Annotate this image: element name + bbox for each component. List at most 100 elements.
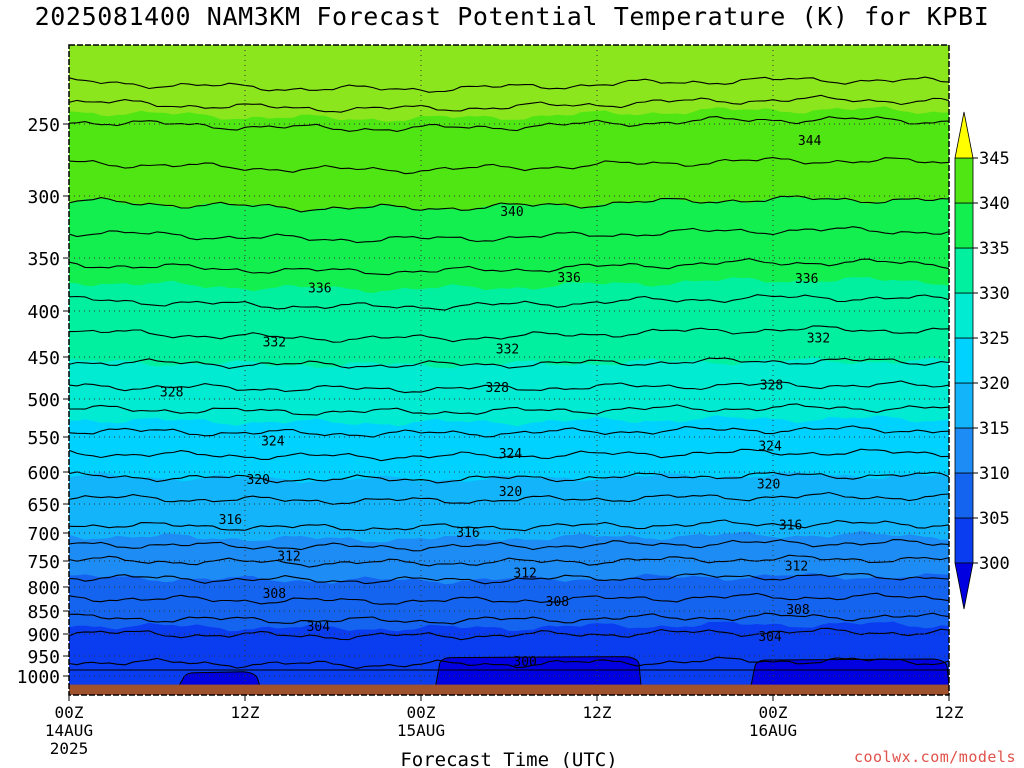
contour-label: 324: [261, 435, 285, 450]
y-tick-label: 950: [27, 647, 60, 668]
x-tick-label: 2025: [50, 739, 89, 758]
isotherm-314: [69, 539, 949, 552]
contour-label: 328: [160, 385, 183, 400]
y-tick-label: 600: [27, 463, 60, 484]
contour-label: 312: [513, 566, 536, 581]
contour-label: 336: [557, 271, 580, 286]
colorbar-segment-310-315: [954, 427, 974, 474]
colorbar-label: 330: [979, 284, 1010, 304]
contour-label: 336: [795, 272, 818, 287]
contour-label: 320: [246, 473, 269, 488]
isotherm-310: [69, 572, 949, 585]
isotherm-334: [69, 294, 949, 311]
colorbar-label: 315: [979, 419, 1010, 439]
isotherm-328: [69, 380, 949, 394]
colorbar-segment-320-325: [954, 337, 974, 384]
colorbar-label: 340: [979, 194, 1010, 214]
contour-label: 304: [758, 630, 782, 645]
isotherm-318: [69, 491, 949, 505]
contour-label: 320: [499, 485, 522, 500]
x-tick-label: 15AUG: [397, 721, 445, 740]
ground-bar: [69, 684, 949, 695]
colorbar-segment-325-330: [954, 292, 974, 339]
colorbar-segment-305-310: [954, 472, 974, 519]
x-tick-label: 16AUG: [749, 721, 797, 740]
isotherm-340: [69, 195, 949, 213]
y-tick-label: 350: [27, 249, 60, 270]
isotherm-346: [69, 94, 949, 113]
credit-link[interactable]: coolwx.com/models: [853, 748, 1016, 766]
colorbar-segment-335-340: [954, 202, 974, 249]
x-tick-label: 00Z: [55, 703, 84, 722]
contour-label: 316: [456, 526, 479, 541]
colorbar-segment-315-320: [954, 382, 974, 429]
colorbar-segment-330-335: [954, 247, 974, 294]
x-tick-label: 12Z: [935, 703, 964, 722]
y-axis: 2503003504004505005506006507007508008509…: [17, 115, 69, 688]
isotherm-316: [69, 519, 949, 532]
x-tick-label: 12Z: [583, 703, 612, 722]
contour-label: 308: [263, 587, 286, 602]
grid-lines: [69, 45, 949, 685]
colorbar-segment-300-305: [954, 517, 974, 564]
contour-label: 336: [308, 282, 331, 297]
isotherm-contours: [69, 76, 949, 671]
contour-label: 324: [499, 447, 523, 462]
temperature-bands: [69, 45, 949, 695]
isotherm-326: [69, 403, 949, 416]
isotherm-336: [69, 258, 949, 276]
contour-label: 316: [219, 513, 242, 528]
isotherm-306: [69, 612, 949, 625]
isotherm-338: [69, 226, 949, 244]
y-tick-label: 750: [27, 552, 60, 573]
contour-label: 324: [758, 439, 782, 454]
chart-title: 2025081400 NAM3KM Forecast Potential Tem…: [34, 2, 990, 31]
x-tick-label: 14AUG: [45, 721, 93, 740]
colorbar-label: 335: [979, 239, 1010, 259]
y-tick-label: 850: [27, 602, 60, 623]
isotherm-332: [69, 325, 949, 343]
y-tick-label: 250: [27, 115, 60, 136]
y-tick-label: 300: [27, 187, 60, 208]
cold-pocket-3: [750, 658, 949, 687]
contour-label: 328: [760, 379, 783, 394]
isotherm-302: [69, 656, 949, 669]
colorbar-label: 305: [979, 509, 1010, 529]
isotherm-320: [69, 471, 949, 484]
contour-label: 308: [546, 595, 569, 610]
colorbar-arrow-top: [954, 111, 974, 159]
y-tick-label: 1000: [17, 667, 60, 688]
contour-label: 332: [807, 332, 830, 347]
contour-label: 340: [500, 205, 523, 220]
x-tick-label: 12Z: [231, 703, 260, 722]
contour-labels: 344 340 336 336 336 332 332 332 328 328 328 324 324 3…: [160, 134, 830, 670]
contour-label: 344: [798, 134, 822, 149]
x-tick-label: 00Z: [759, 703, 788, 722]
x-axis-title: Forecast Time (UTC): [400, 749, 617, 768]
y-tick-label: 650: [27, 495, 60, 516]
contour-label: 300: [513, 655, 536, 670]
isotherm-312: [69, 554, 949, 568]
isotherm-308: [69, 592, 949, 605]
y-tick-label: 900: [27, 625, 60, 646]
contour-label: 320: [757, 478, 780, 493]
y-tick-label: 500: [27, 390, 60, 411]
contour-label: 316: [779, 518, 802, 533]
cold-pocket-1: [178, 671, 261, 687]
contour-label: 312: [785, 560, 808, 575]
contour-label: 308: [786, 603, 809, 618]
colorbar-label: 300: [979, 554, 1010, 574]
colorbar-label: 325: [979, 329, 1010, 349]
isotherm-342: [69, 157, 949, 175]
isotherm-348: [69, 76, 949, 93]
y-tick-label: 450: [27, 348, 60, 369]
y-tick-label: 800: [27, 578, 60, 599]
isotherm-344: [69, 116, 949, 132]
colorbar-label: 345: [979, 149, 1010, 169]
colorbar-segment-340-345: [954, 157, 974, 204]
y-tick-label: 400: [27, 302, 60, 323]
colorbar-arrow-bottom: [954, 562, 974, 610]
x-tick-label: 00Z: [407, 703, 436, 722]
isotherm-304: [69, 627, 949, 641]
